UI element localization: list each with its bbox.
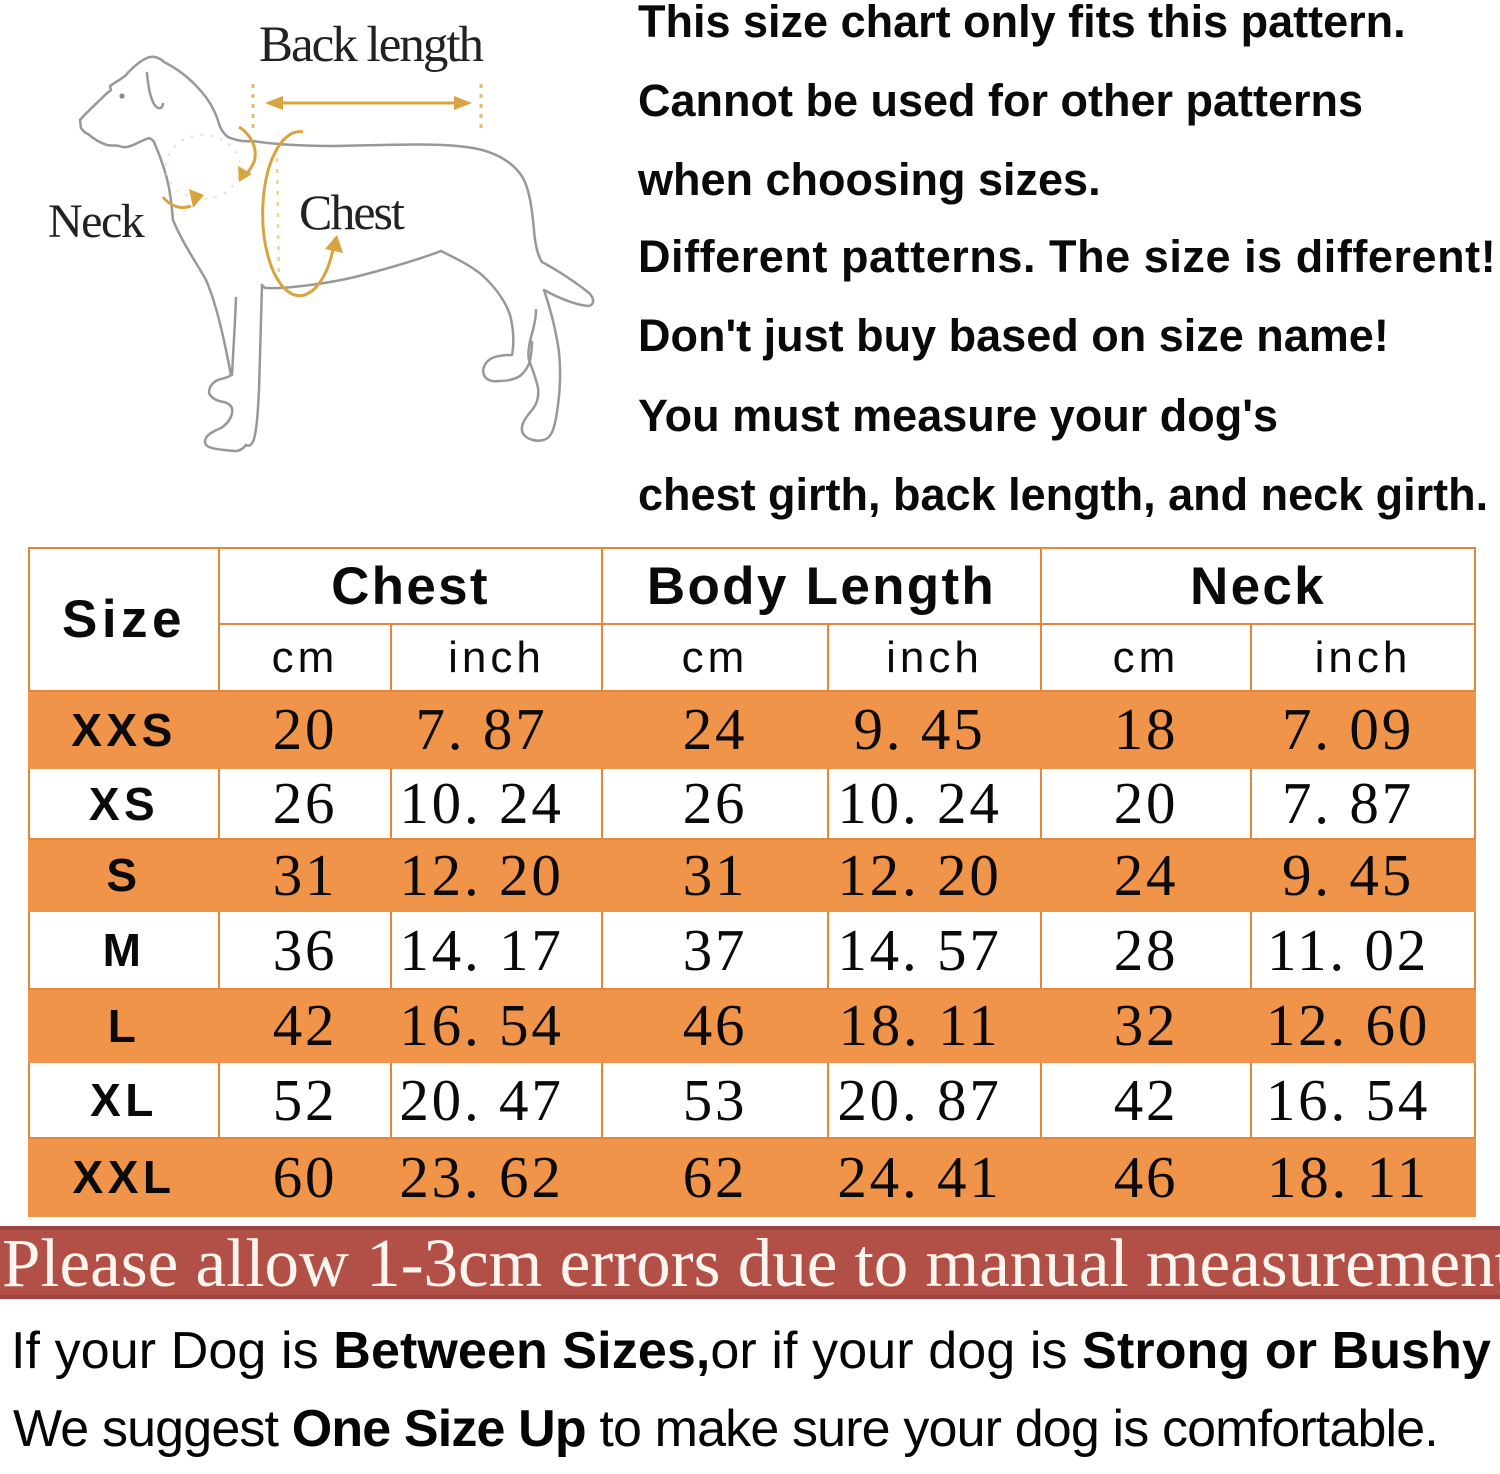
svg-text:Chest: Chest xyxy=(299,184,405,240)
svg-text:Back length: Back length xyxy=(259,17,484,73)
svg-text:Neck: Neck xyxy=(48,195,145,248)
